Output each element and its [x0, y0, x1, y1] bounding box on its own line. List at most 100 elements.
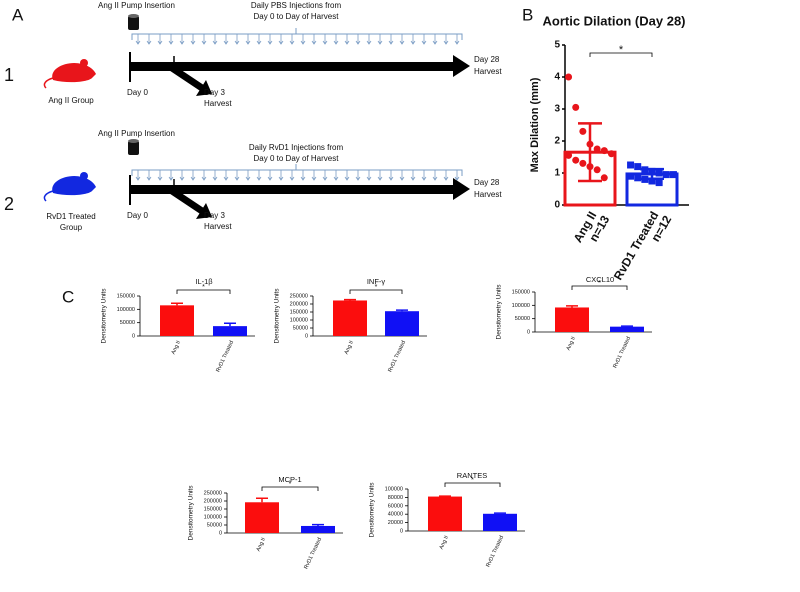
y-tick-label: 200000: [204, 498, 222, 504]
day28-label: Day 28: [474, 55, 500, 64]
error-bar: [396, 309, 408, 312]
injection-arrow: [234, 170, 240, 181]
mouse-tail: [43, 77, 54, 89]
y-tick-label: 0: [305, 333, 308, 339]
y-axis-label: Densitometry Units: [101, 288, 108, 344]
error-bar: [344, 298, 356, 301]
injection-arrow: [454, 170, 460, 181]
data-point: [579, 127, 587, 135]
y-tick-label: 0: [400, 528, 403, 534]
significance-label: *: [289, 481, 292, 488]
y-tick-label: 50000: [120, 320, 135, 326]
y-tick-label: 200000: [290, 301, 308, 307]
injection-arrow: [333, 34, 339, 45]
day3-head: [196, 203, 212, 219]
error-bar: [312, 523, 324, 526]
injection-arrow: [366, 34, 372, 45]
panel-label: A: [12, 5, 24, 24]
error-bar: [171, 302, 183, 306]
y-tick-label: 4: [554, 72, 560, 83]
injection-arrow: [377, 34, 383, 45]
x-tick-label: Ang II: [344, 340, 356, 356]
y-tick-label: 1: [554, 168, 560, 179]
day3-arrow: [170, 65, 204, 91]
data-point: [565, 151, 573, 159]
y-tick-label: 150000: [117, 293, 135, 299]
y-tick-label: 0: [554, 200, 560, 211]
injection-arrow: [168, 34, 174, 45]
chart-title: RANTES: [457, 471, 487, 480]
injection-arrow: [454, 34, 460, 45]
injection-arrow: [157, 170, 163, 181]
y-tick-label: 100000: [204, 514, 222, 520]
error-bar: [578, 122, 602, 183]
injection-arrow: [223, 170, 229, 181]
y-tick-label: 100000: [117, 307, 135, 313]
injection-arrow: [146, 34, 152, 45]
x-tick-label: RvD1 Treated: [387, 340, 407, 373]
y-tick-label: 0: [132, 333, 135, 339]
x-tick-label: RvD1 Treated: [303, 537, 323, 570]
y-tick-label: 100000: [385, 486, 403, 492]
y-tick-label: 3: [554, 104, 560, 115]
injection-arrow: [432, 170, 438, 181]
day0-label: Day 0: [127, 211, 148, 220]
data-point: [655, 169, 663, 177]
y-tick-label: 5: [554, 40, 560, 51]
injection-arrow: [443, 170, 449, 181]
significance-bracket: [589, 52, 653, 57]
injection-arrow: [388, 170, 394, 181]
group-label: RvD1 Treated: [46, 212, 95, 221]
row-number: 1: [4, 65, 14, 85]
timeline: [130, 62, 455, 71]
y-tick-label: 150000: [204, 506, 222, 512]
day28-label: Day 28: [474, 178, 500, 187]
injection-label: Daily RvD1 Injections from: [249, 143, 344, 152]
injection-arrow: [322, 170, 328, 181]
y-tick-label: 40000: [388, 512, 403, 518]
significance-label: *: [375, 284, 378, 291]
injection-arrow: [212, 34, 218, 45]
injection-bracket: [131, 164, 463, 176]
data-point: [627, 161, 635, 169]
significance-label: *: [202, 284, 205, 291]
injection-arrow: [190, 170, 196, 181]
injection-arrow: [201, 34, 207, 45]
data-point: [600, 174, 608, 182]
timeline-head: [453, 178, 470, 200]
injection-arrow: [432, 34, 438, 45]
injection-arrow: [256, 170, 262, 181]
day0-label: Day 0: [127, 88, 148, 97]
injection-arrow: [300, 170, 306, 181]
y-tick-label: 0: [527, 329, 530, 335]
y-tick-label: 250000: [290, 293, 308, 299]
data-point: [607, 150, 615, 158]
injection-arrow: [223, 34, 229, 45]
y-tick-label: 150000: [512, 289, 530, 295]
x-tick-label: RvD1 Treated: [215, 340, 235, 373]
injection-arrow: [157, 34, 163, 45]
injection-arrow: [245, 170, 251, 181]
data-point: [600, 147, 608, 155]
bar: [160, 305, 194, 336]
data-point: [655, 179, 663, 187]
mouse-icon: [43, 172, 96, 202]
x-tick-label: Ang II: [439, 535, 451, 551]
significance-bracket: [176, 289, 231, 294]
data-point: [641, 175, 649, 183]
data-point: [586, 140, 594, 148]
injection-arrow: [410, 34, 416, 45]
injection-label: Day 0 to Day of Harvest: [254, 154, 340, 163]
pump-label: Ang II Pump Insertion: [98, 1, 175, 10]
injection-arrow: [421, 34, 427, 45]
injection-arrow: [212, 170, 218, 181]
injection-arrow: [333, 170, 339, 181]
x-tick-label: Ang II: [256, 537, 268, 553]
y-tick-label: 50000: [293, 325, 308, 331]
significance-label: *: [598, 280, 601, 287]
injection-arrow: [311, 170, 317, 181]
injection-label: Daily PBS Injections from: [251, 1, 342, 10]
y-tick-label: 50000: [515, 316, 530, 322]
injection-arrow: [256, 34, 262, 45]
